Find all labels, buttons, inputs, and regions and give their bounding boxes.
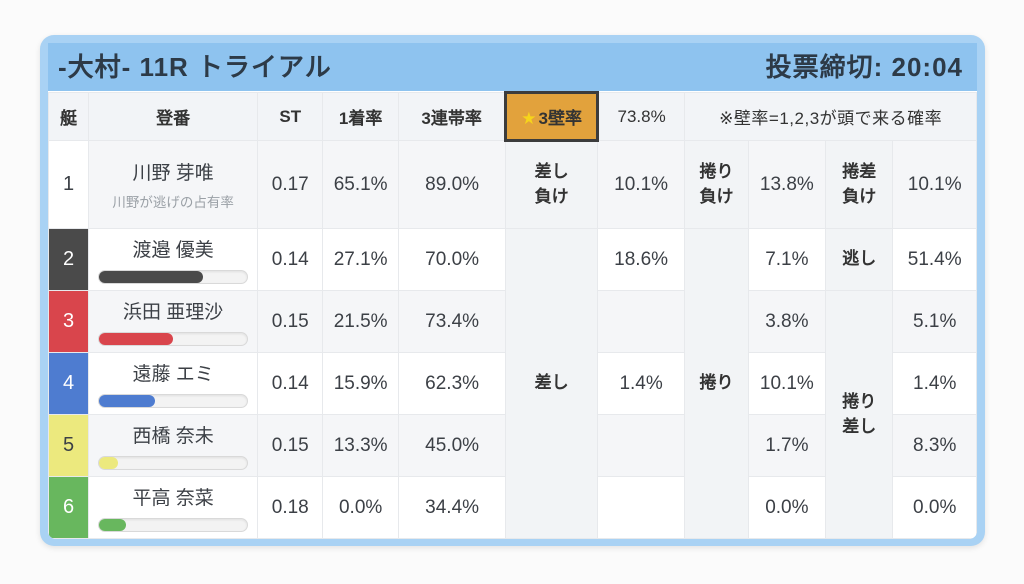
win1-value: 65.1% <box>322 140 399 229</box>
makurizashi-value: 10.1% <box>892 140 977 229</box>
makuri-value: 7.1% <box>747 228 827 291</box>
sashi-value: 1.4% <box>596 352 686 415</box>
makuri-value: 13.8% <box>747 140 827 229</box>
makuri-value: 1.7% <box>747 414 827 477</box>
sashi-value <box>596 290 686 353</box>
st-value: 0.15 <box>257 290 324 353</box>
col-header-entry: 登番 <box>88 92 259 141</box>
table-row: 3 浜田 亜理沙 0.15 21.5% 73.4% 3.8% 捲り 差し 5.1% <box>48 290 977 539</box>
top3-value: 45.0% <box>397 414 507 477</box>
share-bar-fill <box>99 457 119 469</box>
wall-rate-label: 3壁率 <box>538 109 582 128</box>
table-row: 6 平高 奈菜 0.18 0.0% 34.4% 0.0% 0.0% <box>48 476 977 539</box>
col-header-top3: 3連帯率 <box>397 92 507 141</box>
racer-cell: 西橋 奈未 <box>88 414 259 477</box>
top3-value: 34.4% <box>397 476 507 539</box>
label-sashi: 差し <box>505 228 598 539</box>
share-bar <box>98 332 249 346</box>
race-card: -大村- 11R トライアル 投票締切: 20:04 艇 登番 ST 1着率 3… <box>40 35 985 546</box>
label-makuri: 捲り <box>684 228 749 539</box>
wall-rate-value: 73.8% <box>596 92 686 141</box>
racer-name: 遠藤 エミ <box>132 364 214 385</box>
win1-value: 21.5% <box>322 290 399 353</box>
race-stats-table: 艇 登番 ST 1着率 3連帯率 ★ 3壁率 73.8% ※壁率=1,2,3が頭で… <box>48 91 977 539</box>
sashi-value: 18.6% <box>596 228 686 291</box>
share-bar-fill <box>99 519 126 531</box>
makurizashi-value: 5.1% <box>892 290 977 353</box>
race-title: -大村- 11R トライアル <box>58 51 332 82</box>
boat-number: 1 <box>48 140 90 229</box>
win1-value: 0.0% <box>322 476 399 539</box>
race-card-header: -大村- 11R トライアル 投票締切: 20:04 <box>48 43 977 91</box>
st-value: 0.18 <box>257 476 324 539</box>
label-makurizashi: 捲り 差し <box>825 290 894 539</box>
share-bar-fill <box>99 395 156 407</box>
share-bar <box>98 456 249 470</box>
table-header-row: 艇 登番 ST 1着率 3連帯率 ★ 3壁率 73.8% ※壁率=1,2,3が頭で… <box>48 91 977 142</box>
table-row: 1 川野 芽唯 川野が逃げの占有率 0.17 65.1% 89.0% 差し 負け … <box>48 140 977 229</box>
vote-deadline: 投票締切: 20:04 <box>765 51 963 82</box>
table-row: 4 遠藤 エミ 0.14 15.9% 62.3% 1.4% 10.1% 1.4% <box>48 352 977 415</box>
col-header-win1: 1着率 <box>322 92 399 141</box>
sashi-value <box>596 476 686 539</box>
makuri-value: 3.8% <box>747 290 827 353</box>
table-row: 2 渡邉 優美 0.14 27.1% 70.0% 差し 18.6% 捲り 7.1… <box>48 228 977 539</box>
boat-number: 3 <box>48 290 90 353</box>
win1-value: 27.1% <box>322 228 399 291</box>
makurizashi-value: 0.0% <box>892 476 977 539</box>
top3-value: 89.0% <box>397 140 507 229</box>
label-makuri-lose: 捲り 負け <box>684 140 749 229</box>
racer-name: 平高 奈菜 <box>132 488 214 509</box>
makurizashi-value: 1.4% <box>892 352 977 415</box>
racer-name: 浜田 亜理沙 <box>123 302 224 323</box>
racer-cell: 平高 奈菜 <box>88 476 259 539</box>
makuri-value: 0.0% <box>747 476 827 539</box>
wall-rate-toggle[interactable]: ★ 3壁率 <box>504 91 599 142</box>
racer-cell: 渡邉 優美 <box>88 228 259 291</box>
boat-number: 4 <box>48 352 90 415</box>
top3-value: 62.3% <box>397 352 507 415</box>
st-value: 0.15 <box>257 414 324 477</box>
share-bar <box>98 270 249 284</box>
st-value: 0.14 <box>257 228 324 291</box>
boat-number: 2 <box>48 228 90 291</box>
label-makurizashi-lose: 捲差 負け <box>825 140 894 229</box>
share-bar <box>98 518 249 532</box>
share-bar <box>98 394 249 408</box>
racer-name: 西橋 奈未 <box>132 426 214 447</box>
sashi-value <box>596 414 686 477</box>
sashi-value: 10.1% <box>596 140 686 229</box>
makuri-value: 10.1% <box>747 352 827 415</box>
racer-cell: 遠藤 エミ <box>88 352 259 415</box>
racer-cell: 川野 芽唯 川野が逃げの占有率 <box>88 140 259 229</box>
makurizashi-value: 51.4% <box>892 228 977 291</box>
share-bar-fill <box>99 333 174 345</box>
share-bar-fill <box>99 271 203 283</box>
racer-name: 川野 芽唯 <box>132 163 214 184</box>
star-icon: ★ <box>521 109 537 128</box>
top3-value: 73.4% <box>397 290 507 353</box>
win1-value: 13.3% <box>322 414 399 477</box>
racer-subtitle: 川野が逃げの占有率 <box>112 195 234 210</box>
makurizashi-value: 8.3% <box>892 414 977 477</box>
racer-cell: 浜田 亜理沙 <box>88 290 259 353</box>
label-nigashi: 逃し <box>825 228 894 291</box>
top3-value: 70.0% <box>397 228 507 291</box>
boat-number: 6 <box>48 476 90 539</box>
racer-name: 渡邉 優美 <box>132 240 214 261</box>
st-value: 0.17 <box>257 140 324 229</box>
col-header-boat: 艇 <box>48 92 90 141</box>
boat-number: 5 <box>48 414 90 477</box>
wall-rate-note: ※壁率=1,2,3が頭で来る確率 <box>684 92 977 141</box>
win1-value: 15.9% <box>322 352 399 415</box>
table-row: 5 西橋 奈未 0.15 13.3% 45.0% 1.7% 8.3% <box>48 414 977 477</box>
st-value: 0.14 <box>257 352 324 415</box>
col-header-st: ST <box>257 92 324 141</box>
label-sashi-lose: 差し 負け <box>505 140 598 229</box>
